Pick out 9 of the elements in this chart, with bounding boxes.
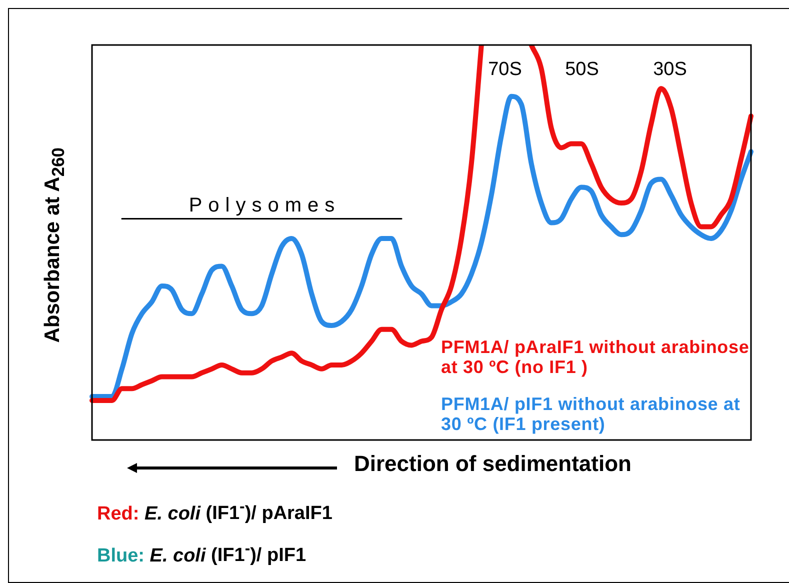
series-label: Polysomes — [188, 194, 341, 216]
x-axis-title: Direction of sedimentation — [354, 451, 632, 477]
series-label: PFM1A/ pAraIF1 without arabinose at 30 ºC (no IF1 ) — [441, 337, 750, 377]
text: Blue: E. coli (IF1$^{-}$)/ pIF1 — [97, 541, 306, 566]
annotation: 50S — [564, 59, 600, 81]
annotation: 70S — [487, 59, 523, 81]
text: PFM1A/ pIF1 without arabinose at 30 ºC (IF1 present) — [441, 394, 742, 434]
text: Red: E. coli (IF1$^{-}$)/ pAraIF1 — [97, 499, 332, 524]
annotation: 30S — [652, 59, 688, 81]
